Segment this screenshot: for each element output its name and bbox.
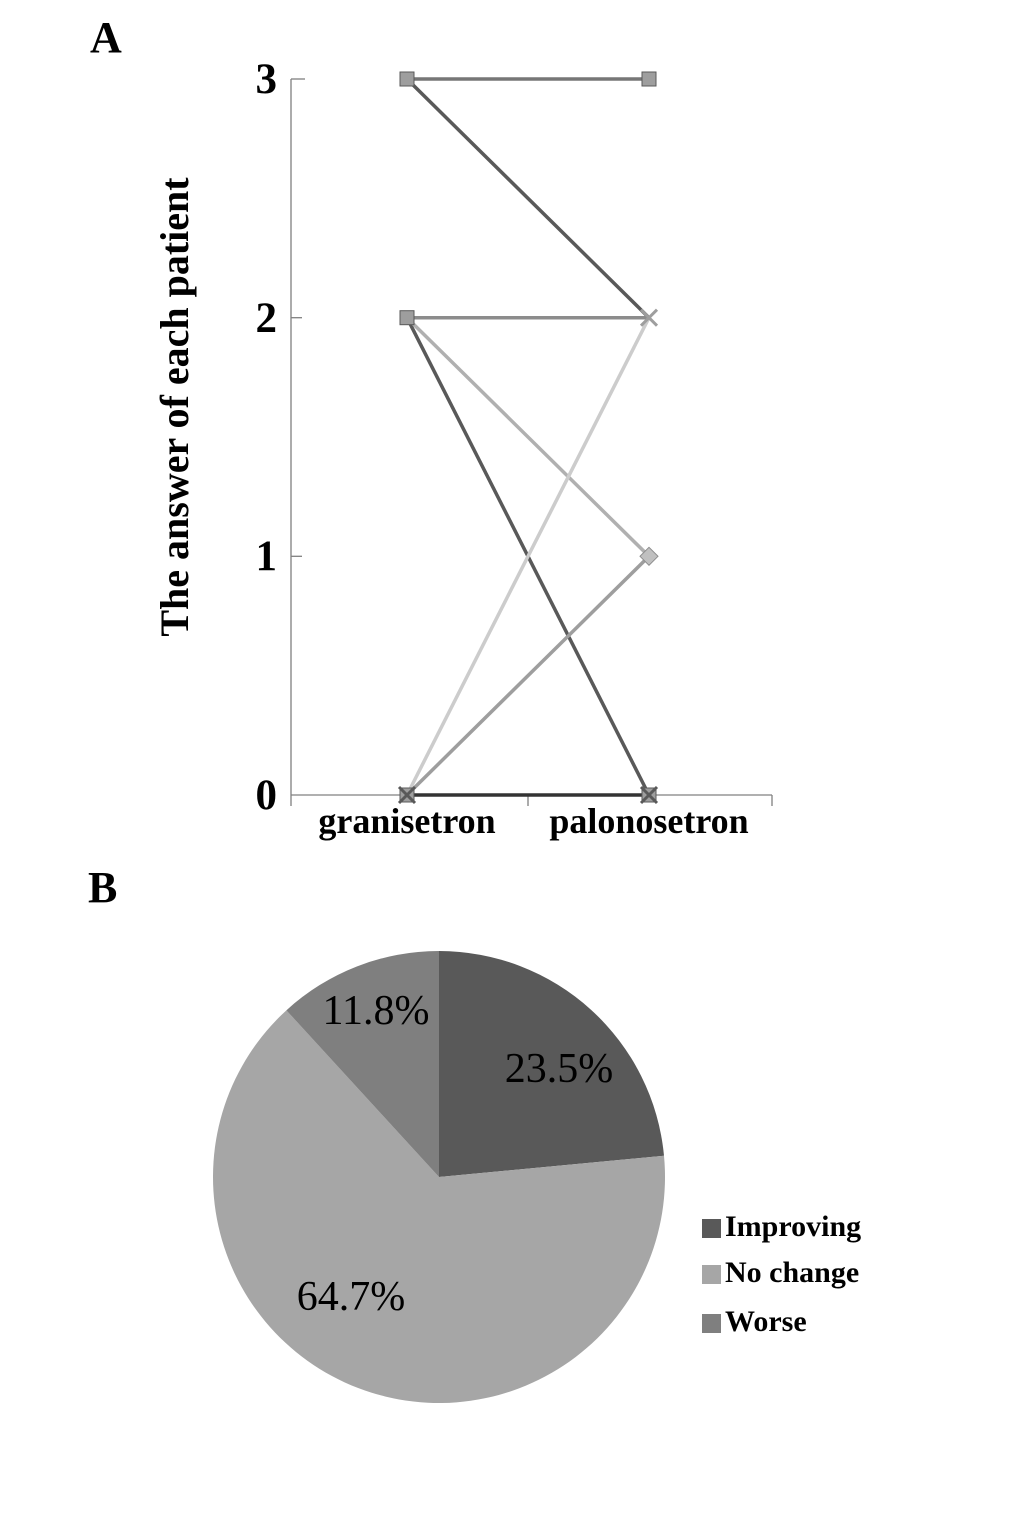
svg-text:11.8%: 11.8% — [323, 988, 430, 1034]
svg-text:23.5%: 23.5% — [505, 1046, 614, 1092]
svg-text:2: 2 — [256, 295, 278, 342]
svg-text:64.7%: 64.7% — [297, 1274, 406, 1320]
svg-text:Improving: Improving — [725, 1210, 861, 1243]
svg-text:1: 1 — [256, 533, 278, 580]
svg-text:3: 3 — [256, 56, 278, 103]
svg-text:No change: No change — [725, 1256, 859, 1289]
svg-text:0: 0 — [256, 772, 278, 819]
svg-text:Worse: Worse — [725, 1305, 807, 1338]
